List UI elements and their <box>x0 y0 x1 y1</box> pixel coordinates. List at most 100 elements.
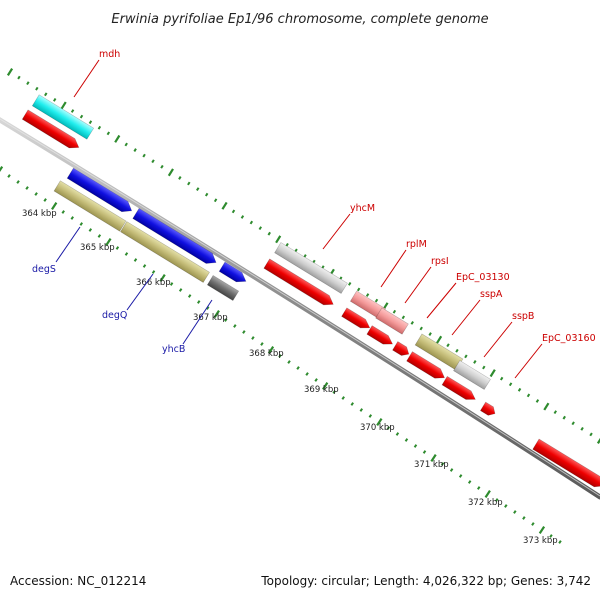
ruler-minor-tick <box>169 282 174 286</box>
gene-rpsI-shape[interactable] <box>366 325 395 349</box>
gene-sspA-shape[interactable] <box>441 375 478 403</box>
gene-degS-khaki-shape[interactable] <box>53 180 127 232</box>
reverse-gene-labels <box>55 226 213 345</box>
gene-yhcM[interactable] <box>263 258 336 309</box>
ruler-minor-tick <box>53 97 57 102</box>
ruler-minor-tick <box>314 378 318 382</box>
gene-small-shape[interactable] <box>392 341 412 359</box>
tick-label: 371 kbp <box>414 460 449 470</box>
gene-sspB-shape[interactable] <box>480 401 497 418</box>
ruler-minor-tick <box>260 342 264 346</box>
gene-rpsI[interactable] <box>366 325 395 349</box>
gene-yhcB-blue[interactable] <box>218 261 249 286</box>
ruler-minor-tick <box>34 192 38 196</box>
gene-mdh-cyan-shape[interactable] <box>31 94 95 140</box>
ruler-minor-tick <box>224 318 228 322</box>
genome-summary-text: Topology: circular; Length: 4,026,322 bp… <box>260 574 591 588</box>
gene-sspA[interactable] <box>441 375 478 403</box>
ruler-minor-tick <box>133 148 137 152</box>
ruler-minor-tick <box>242 330 246 334</box>
ruler-minor-tick <box>142 153 146 158</box>
ruler-minor-tick <box>278 354 282 358</box>
gene-small[interactable] <box>392 341 412 359</box>
gene-label-yhcB[interactable]: yhcB <box>162 344 185 355</box>
gene-sspB[interactable] <box>480 401 497 418</box>
gene-EpC-03130[interactable] <box>406 351 448 383</box>
ruler-minor-tick <box>160 164 164 169</box>
ruler-minor-tick <box>553 410 557 415</box>
gene-rpsI-pink-shape[interactable] <box>375 307 409 335</box>
gene-rpsI-pink[interactable] <box>375 307 409 335</box>
ruler-minor-tick <box>61 210 65 214</box>
gene-label-mdh[interactable]: mdh <box>99 49 120 60</box>
tick-label: 368 kbp <box>249 349 284 359</box>
ruler-minor-tick <box>356 287 361 292</box>
ruler-minor-tick <box>187 294 192 298</box>
ruler-minor-tick <box>187 181 191 186</box>
gene-yhcB-shape[interactable] <box>206 275 240 301</box>
gene-sspA-silver-shape[interactable] <box>453 360 491 390</box>
gene-degQ-khaki-shape[interactable] <box>120 221 210 283</box>
ruler-minor-tick <box>142 264 147 268</box>
ruler-major-tick <box>543 402 550 411</box>
ruler-minor-tick <box>410 321 414 325</box>
gene-degQ-khaki[interactable] <box>120 221 210 283</box>
ruler-minor-tick <box>401 315 406 320</box>
ruler-major-tick <box>213 310 220 318</box>
gene-rplM-shape[interactable] <box>341 307 373 332</box>
gene-yhcM-silver[interactable] <box>274 242 348 294</box>
gene-label-rplM[interactable]: rplM <box>406 239 427 250</box>
ruler-minor-tick <box>482 365 486 370</box>
ruler-minor-tick <box>258 226 262 231</box>
gene-label-degQ[interactable]: degQ <box>102 310 127 321</box>
gene-degQ-blue-shape[interactable] <box>132 207 219 267</box>
gene-mdh-cyan[interactable] <box>31 94 95 140</box>
gene-EpC-03160[interactable] <box>532 438 600 491</box>
leader-line <box>451 299 481 336</box>
gene-label-rpsI[interactable]: rpsI <box>431 256 449 267</box>
leader-line <box>483 321 513 358</box>
gene-degQ-blue[interactable] <box>132 207 219 267</box>
gene-degS-blue-shape[interactable] <box>66 167 135 216</box>
ruler-minor-tick <box>571 421 575 426</box>
gene-yhcM-silver-shape[interactable] <box>274 242 348 294</box>
ruler-minor-tick <box>526 393 531 398</box>
gene-mdh[interactable] <box>21 109 81 152</box>
gene-label-sspB[interactable]: sspB <box>512 311 534 322</box>
ruler-major-tick <box>114 134 121 143</box>
gene-label-EpC-03130[interactable]: EpC_03130 <box>456 272 510 283</box>
gene-EpC-03130-shape[interactable] <box>406 351 448 383</box>
gene-yhcB-blue-shape[interactable] <box>218 261 249 286</box>
forward-gene-label-text: mdh yhcM rplM rpsI EpC_03130 sspA sspB E… <box>99 49 596 344</box>
ruler-minor-tick <box>413 444 418 448</box>
ruler-minor-tick <box>348 281 352 286</box>
ruler-minor-tick <box>549 534 553 538</box>
gene-label-EpC-03160[interactable]: EpC_03160 <box>542 333 596 344</box>
ruler-minor-tick <box>196 300 201 304</box>
ruler-minor-tick <box>294 248 298 253</box>
gene-degS-khaki[interactable] <box>53 180 127 232</box>
ruler-minor-tick <box>440 462 445 466</box>
gene-yhcM-shape[interactable] <box>263 258 336 309</box>
ruler-major-tick <box>484 490 491 498</box>
ruler-minor-tick <box>196 187 200 191</box>
gene-mdh-shape[interactable] <box>21 109 81 152</box>
gene-yhcB[interactable] <box>206 275 240 301</box>
ruler-minor-tick <box>392 309 397 314</box>
ruler-major-tick <box>159 274 166 282</box>
ruler-minor-tick <box>285 242 289 247</box>
gene-sspA-silver[interactable] <box>453 360 491 390</box>
ruler-minor-tick <box>508 382 513 387</box>
ruler-major-tick <box>322 382 329 390</box>
gene-rplM[interactable] <box>341 307 373 332</box>
ruler-major-tick <box>6 68 14 76</box>
ruler-minor-tick <box>359 408 364 412</box>
gene-label-degS[interactable]: degS <box>32 264 56 275</box>
ruler-minor-tick <box>97 234 102 238</box>
ruler-minor-tick <box>133 258 138 262</box>
gene-degS-blue[interactable] <box>66 167 135 216</box>
ruler-major-tick <box>0 166 4 172</box>
gene-label-yhcM[interactable]: yhcM <box>350 203 375 214</box>
gene-EpC-03160-shape[interactable] <box>532 438 600 491</box>
gene-label-sspA[interactable]: sspA <box>480 289 503 300</box>
